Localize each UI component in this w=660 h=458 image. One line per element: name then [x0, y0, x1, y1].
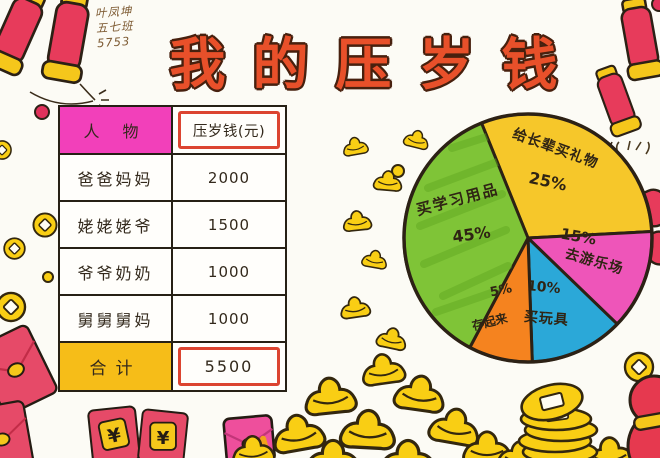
amount-value: 1000: [207, 309, 251, 328]
red-envelope-icon: [0, 322, 60, 418]
lucky-money-table: 人 物 压岁钱(元) 爸爸妈妈 2000 姥姥姥爷 1500 爷爷奶奶 1000…: [58, 105, 287, 392]
pie-slice-pct-1: 15%: [559, 225, 597, 249]
ingot-icon: [268, 409, 328, 456]
pie-slice-0: [480, 112, 654, 240]
pie-slice-label-3: 存起来: [469, 310, 510, 334]
ingot-icon: [584, 434, 636, 458]
coin-icon: [0, 140, 12, 160]
ingot-icon: [496, 437, 544, 458]
pie-slice-pct-2: 10%: [526, 278, 561, 297]
ingot-icon: [230, 433, 277, 458]
table-row: 爸爸妈妈 2000: [60, 153, 285, 200]
gold-dot: [391, 164, 405, 178]
person-label: 爷爷奶奶: [60, 249, 173, 294]
coin-icon: [0, 291, 27, 323]
pie-slice-1: [526, 230, 654, 326]
coin-icon: [623, 351, 655, 383]
student-number: 5753: [96, 33, 131, 51]
firecracker-top-left-icon: [0, 0, 109, 120]
fuse-line: [29, 83, 96, 105]
ingot-icon: [340, 134, 370, 158]
table-header-person: 人 物: [60, 107, 173, 153]
ingot-icon: [374, 324, 410, 353]
ingot-icon: [402, 127, 432, 152]
ingot-icon: [462, 430, 512, 458]
student-info: 叶凤坤 五七班 5753: [94, 4, 135, 52]
pie-slice-pct-4: 45%: [451, 222, 492, 246]
ingot-icon: [372, 168, 404, 193]
ingot-icon: [338, 407, 398, 451]
amount-value: 1000: [207, 262, 251, 281]
table-header-amount-cell: 压岁钱(元): [173, 107, 285, 153]
red-ball: [34, 104, 50, 120]
pie-slice-label-0: 给长辈买礼物: [510, 125, 600, 172]
table-row: 姥姥姥爷 1500: [60, 200, 285, 247]
table-header-amount: 压岁钱(元): [178, 111, 280, 149]
pie-outline: [402, 112, 654, 364]
pie-slice-2: [526, 236, 619, 364]
page-title: 我的压岁钱: [169, 33, 585, 98]
gourd-icon: [623, 351, 660, 458]
ingot-icon: [379, 438, 437, 458]
gold-ingot-pile: [230, 350, 636, 458]
ingot-icon: [360, 247, 390, 271]
ingot-icon: [338, 294, 372, 321]
pie-slice-label-4: 买学习用品: [414, 180, 501, 219]
table-total-row: 合计 5500: [60, 341, 285, 390]
table-header-row: 人 物 压岁钱(元): [60, 107, 285, 153]
amount-value: 2000: [207, 168, 251, 187]
pie-slice-label-2: 买玩具: [523, 309, 569, 329]
fuse-line: [603, 141, 613, 154]
ingot-icon: [305, 438, 361, 458]
amount-value: 1500: [207, 215, 251, 234]
person-label: 姥姥姥爷: [60, 202, 173, 247]
ingot-icon: [358, 350, 408, 388]
pie-slice-label-1: 去游乐场: [563, 245, 625, 278]
ingot-icon: [301, 374, 359, 418]
ingot-icon: [426, 403, 484, 449]
coin-icon: [32, 212, 58, 238]
pink-envelope-icon: [222, 414, 276, 458]
red-envelope-icon: [0, 399, 36, 458]
ingot-icon: [341, 208, 373, 233]
green-slice-texture: [416, 128, 512, 316]
gold-dot: [42, 271, 54, 283]
table-row: 舅舅舅妈 1000: [60, 294, 285, 341]
spark-marks: [615, 140, 650, 155]
pie-slice-4: [402, 121, 530, 349]
floating-ingots: [338, 127, 432, 353]
total-value: 5500: [178, 347, 280, 386]
pie-slice-3: [468, 236, 534, 364]
person-label: 爸爸妈妈: [60, 155, 173, 200]
yuan-envelope-icon: [86, 405, 142, 458]
person-label: 舅舅舅妈: [60, 296, 173, 341]
firecracker-right-edge-icon: [636, 188, 660, 266]
total-label: 合计: [60, 343, 173, 390]
table-row: 爷爷奶奶 1000: [60, 247, 285, 294]
coin-icon: [3, 237, 26, 260]
yuan-envelope-icon: [136, 408, 190, 458]
total-value-cell: 5500: [173, 343, 285, 390]
pie-slice-pct-3: 5%: [489, 281, 514, 300]
ingot-icon: [391, 371, 449, 415]
pie-slice-pct-0: 25%: [527, 168, 568, 195]
coin-stack-icon: [517, 382, 599, 458]
